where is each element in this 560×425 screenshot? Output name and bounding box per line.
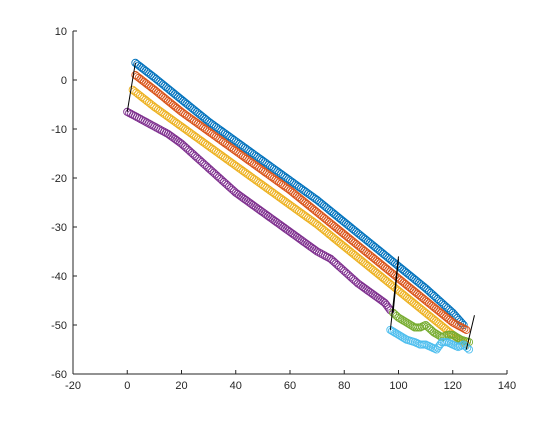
x-tick-label: 20 [175, 380, 187, 392]
axes: -20 0 20 40 60 80 100 120 140100-10-20-30-40-50-… [51, 26, 516, 392]
data-point [460, 324, 469, 333]
series-3 [123, 107, 395, 315]
connector-line [465, 315, 475, 350]
x-tick-label: 100 [389, 380, 407, 392]
series-1 [131, 71, 471, 334]
data-marks [123, 58, 474, 354]
series-5 [386, 325, 474, 354]
y-tick-label: 10 [55, 26, 67, 38]
data-point [322, 252, 331, 261]
data-point [462, 325, 471, 334]
x-tick-label: 60 [284, 380, 296, 392]
x-tick-label: 0 [124, 380, 130, 392]
connector-line [392, 258, 399, 313]
x-tick-label: -20 [65, 380, 81, 392]
connector-line [126, 62, 136, 112]
data-point [400, 334, 410, 343]
y-tick-label: -20 [51, 173, 67, 185]
y-tick-label: -50 [51, 320, 67, 332]
connector-lines [126, 62, 475, 350]
x-tick-label: 80 [338, 380, 350, 392]
y-tick-label: 0 [61, 75, 67, 87]
x-tick-label: 120 [444, 380, 462, 392]
y-tick-label: -30 [51, 222, 67, 234]
x-tick-label: 40 [230, 380, 242, 392]
y-tick-label: -60 [51, 369, 67, 381]
data-point [379, 297, 388, 306]
y-tick-label: -10 [51, 124, 67, 136]
data-point [386, 306, 395, 315]
y-tick-label: -40 [51, 271, 67, 283]
data-point [464, 345, 474, 354]
data-point [458, 323, 467, 332]
x-tick-label: 140 [498, 380, 516, 392]
series-2 [128, 85, 471, 349]
